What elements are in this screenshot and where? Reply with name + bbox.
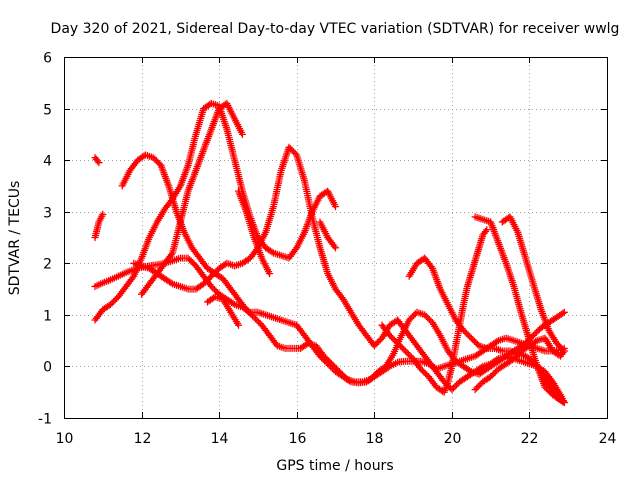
series-track-h (203, 293, 243, 329)
y-tick-label: 6 (43, 51, 52, 67)
series-track-i (234, 187, 274, 278)
data-series (91, 99, 568, 407)
x-tick-label: 12 (134, 431, 152, 447)
x-tick-label: 16 (289, 431, 307, 447)
x-tick-label: 20 (444, 431, 462, 447)
series-track-j (316, 218, 340, 252)
series-markers (203, 293, 243, 329)
y-tick-label: 5 (43, 103, 52, 119)
series-track-g (130, 143, 568, 407)
series-markers (378, 226, 491, 396)
series-track-b (91, 153, 103, 167)
y-tick-label: 4 (43, 154, 52, 170)
series-markers (234, 187, 274, 278)
series-track-a (91, 210, 107, 242)
series-markers (498, 213, 568, 355)
x-tick-label: 24 (599, 431, 617, 447)
y-tick-label: 3 (43, 206, 52, 222)
chart-title: Day 320 of 2021, Sidereal Day-to-day VTE… (51, 21, 620, 37)
series-markers (405, 254, 568, 407)
series-markers (130, 143, 568, 407)
y-axis-label: SDTVAR / TECUs (7, 181, 23, 296)
series-track-l (378, 226, 491, 396)
x-axis-label: GPS time / hours (276, 458, 393, 474)
series-markers (316, 218, 340, 252)
x-tick-label: 10 (56, 431, 74, 447)
y-tick-label: 0 (43, 360, 52, 376)
grid-lines (64, 57, 607, 418)
y-tick-label: 1 (43, 309, 52, 325)
series-track-n (498, 213, 568, 355)
series-markers (471, 334, 568, 394)
series-markers (91, 210, 107, 242)
x-tick-label: 18 (366, 431, 384, 447)
y-tick-label: -1 (38, 412, 52, 428)
series-markers (91, 153, 103, 167)
x-tick-label: 22 (521, 431, 539, 447)
x-tick-label: 14 (211, 431, 229, 447)
series-track-o (471, 334, 568, 394)
series-track-k (405, 254, 568, 407)
y-tick-label: 2 (43, 257, 52, 273)
plot-frame (64, 57, 608, 419)
